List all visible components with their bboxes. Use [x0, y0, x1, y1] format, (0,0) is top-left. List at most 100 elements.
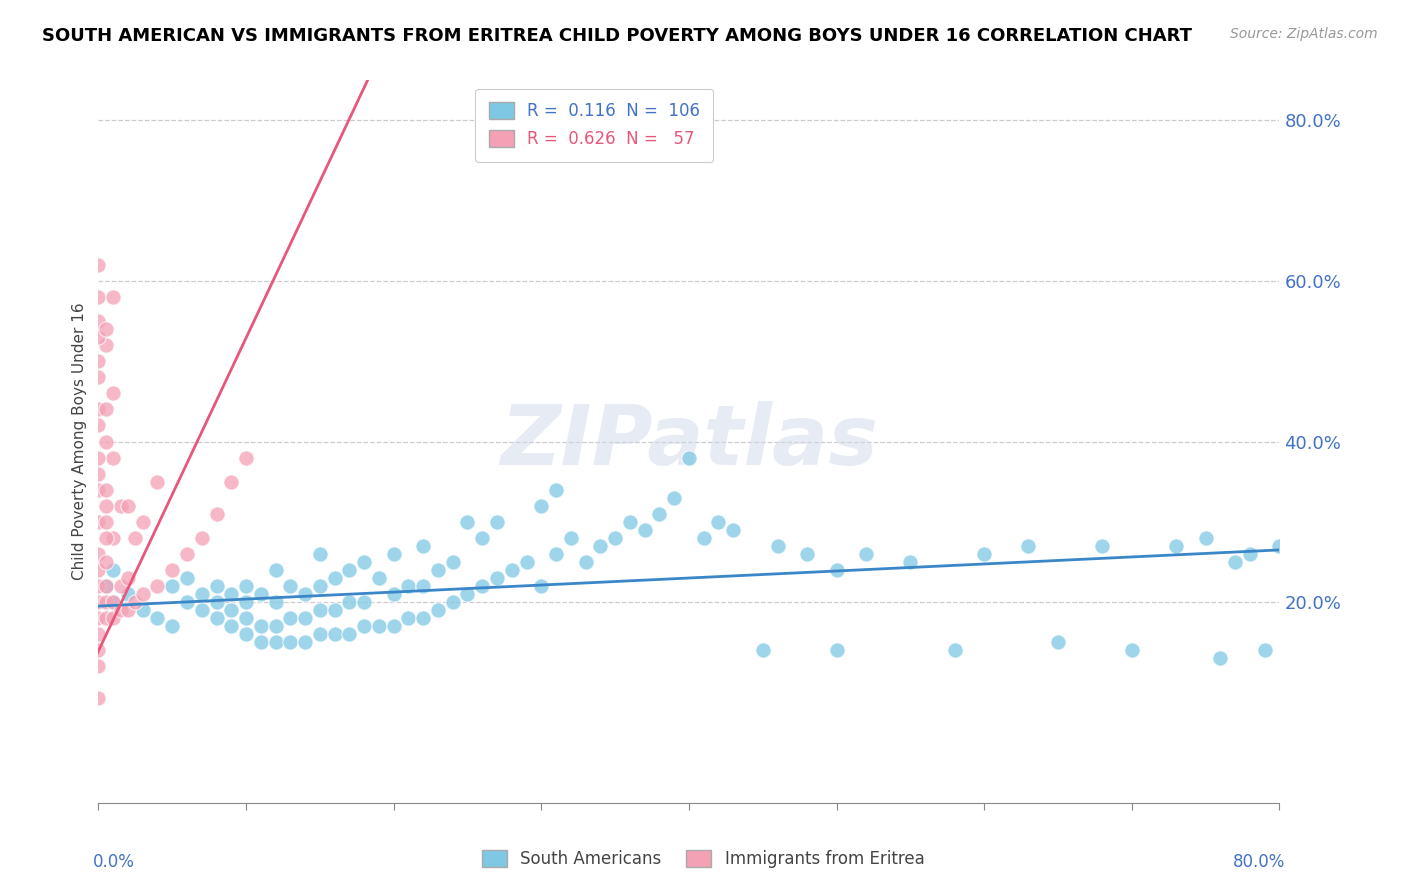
- Point: [1166, 539, 1188, 553]
- Point: [530, 579, 553, 593]
- Point: [427, 563, 450, 577]
- Point: [855, 547, 877, 561]
- Point: [124, 595, 146, 609]
- Point: [309, 547, 332, 561]
- Point: [294, 635, 316, 649]
- Point: [1046, 635, 1070, 649]
- Point: [280, 635, 302, 649]
- Point: [235, 611, 257, 625]
- Point: [1225, 555, 1247, 569]
- Point: [264, 563, 287, 577]
- Point: [103, 595, 125, 609]
- Point: [176, 595, 198, 609]
- Point: [294, 587, 316, 601]
- Point: [382, 619, 405, 633]
- Point: [117, 499, 139, 513]
- Text: 80.0%: 80.0%: [1233, 854, 1285, 871]
- Point: [205, 579, 228, 593]
- Point: [87, 330, 110, 344]
- Point: [634, 523, 657, 537]
- Legend: South Americans, Immigrants from Eritrea: South Americans, Immigrants from Eritrea: [475, 843, 931, 875]
- Text: SOUTH AMERICAN VS IMMIGRANTS FROM ERITREA CHILD POVERTY AMONG BOYS UNDER 16 CORR: SOUTH AMERICAN VS IMMIGRANTS FROM ERITRE…: [42, 27, 1192, 45]
- Point: [94, 555, 117, 569]
- Point: [323, 571, 346, 585]
- Point: [235, 595, 257, 609]
- Point: [87, 290, 110, 304]
- Point: [1091, 539, 1114, 553]
- Point: [280, 579, 302, 593]
- Point: [94, 579, 117, 593]
- Point: [162, 579, 183, 593]
- Point: [205, 611, 228, 625]
- Point: [110, 579, 132, 593]
- Point: [110, 603, 132, 617]
- Point: [162, 563, 183, 577]
- Point: [191, 603, 214, 617]
- Point: [103, 563, 125, 577]
- Point: [412, 611, 434, 625]
- Point: [146, 475, 169, 489]
- Point: [1195, 531, 1218, 545]
- Point: [87, 314, 110, 328]
- Point: [441, 595, 464, 609]
- Point: [191, 587, 214, 601]
- Point: [678, 450, 700, 465]
- Point: [530, 499, 553, 513]
- Point: [103, 386, 125, 401]
- Point: [471, 579, 494, 593]
- Point: [94, 595, 117, 609]
- Point: [825, 643, 848, 657]
- Text: 0.0%: 0.0%: [93, 854, 135, 871]
- Point: [589, 539, 612, 553]
- Point: [235, 450, 257, 465]
- Point: [1268, 539, 1291, 553]
- Point: [398, 611, 420, 625]
- Point: [412, 579, 434, 593]
- Legend: R =  0.116  N =  106, R =  0.626  N =   57: R = 0.116 N = 106, R = 0.626 N = 57: [475, 88, 713, 161]
- Point: [87, 354, 110, 368]
- Point: [87, 402, 110, 417]
- Point: [235, 627, 257, 641]
- Point: [87, 627, 110, 641]
- Point: [501, 563, 523, 577]
- Point: [132, 587, 155, 601]
- Point: [973, 547, 995, 561]
- Point: [264, 619, 287, 633]
- Point: [486, 571, 509, 585]
- Point: [103, 595, 125, 609]
- Point: [191, 531, 214, 545]
- Point: [825, 563, 848, 577]
- Point: [323, 627, 346, 641]
- Point: [339, 627, 361, 641]
- Point: [368, 571, 391, 585]
- Text: ZIPatlas: ZIPatlas: [501, 401, 877, 482]
- Point: [264, 635, 287, 649]
- Point: [250, 587, 273, 601]
- Point: [471, 531, 494, 545]
- Point: [205, 595, 228, 609]
- Point: [605, 531, 627, 545]
- Point: [900, 555, 922, 569]
- Point: [693, 531, 716, 545]
- Point: [368, 619, 391, 633]
- Point: [619, 515, 641, 529]
- Point: [221, 475, 243, 489]
- Point: [87, 579, 110, 593]
- Point: [723, 523, 745, 537]
- Point: [94, 483, 117, 497]
- Point: [87, 659, 110, 673]
- Point: [87, 370, 110, 384]
- Point: [87, 643, 110, 657]
- Point: [264, 595, 287, 609]
- Point: [103, 290, 125, 304]
- Point: [752, 643, 775, 657]
- Point: [94, 338, 117, 352]
- Point: [457, 587, 479, 601]
- Point: [1018, 539, 1040, 553]
- Point: [87, 691, 110, 706]
- Point: [250, 619, 273, 633]
- Point: [664, 491, 686, 505]
- Y-axis label: Child Poverty Among Boys Under 16: Child Poverty Among Boys Under 16: [72, 302, 87, 581]
- Point: [309, 579, 332, 593]
- Point: [457, 515, 479, 529]
